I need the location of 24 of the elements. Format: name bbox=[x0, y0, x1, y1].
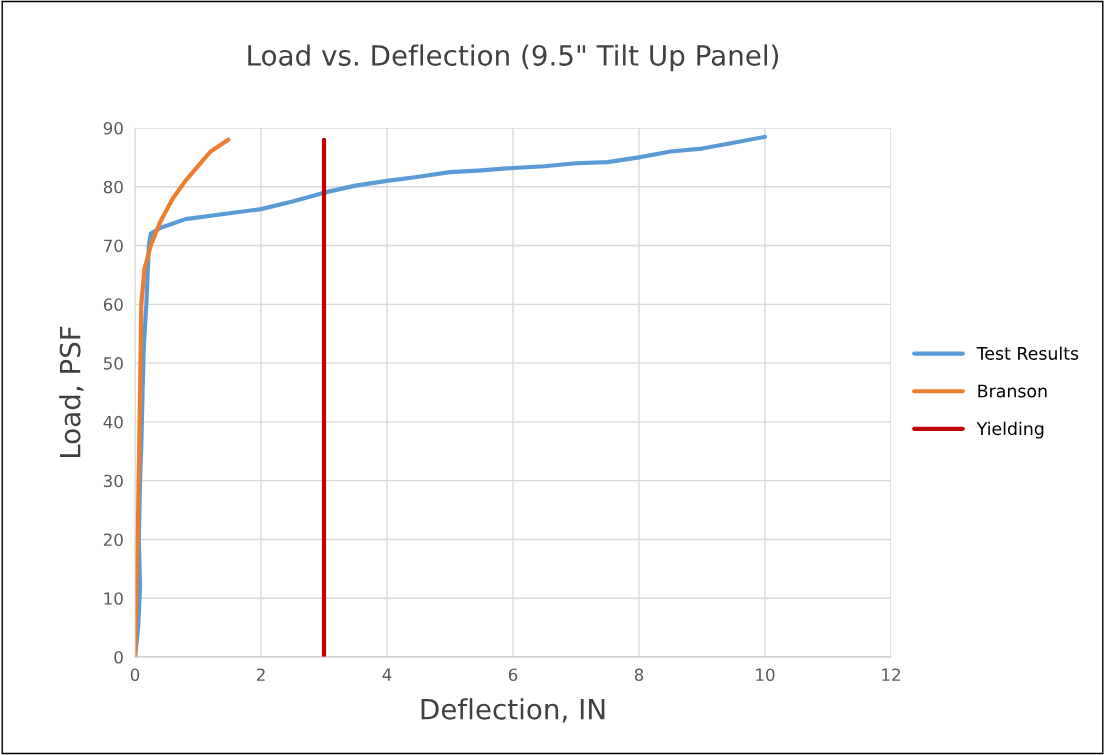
y-tick-label: 50 bbox=[103, 357, 123, 370]
y-tick-label: 40 bbox=[103, 415, 123, 429]
x-tick-label: 8 bbox=[634, 668, 644, 682]
legend-label: Yielding bbox=[976, 421, 1044, 439]
legend-label: Branson bbox=[978, 384, 1047, 398]
y-tick-label: 80 bbox=[103, 180, 123, 194]
legend-label: Test Results bbox=[976, 346, 1079, 360]
x-tick-label: 10 bbox=[756, 668, 775, 682]
y-axis-title: Load, PSF bbox=[59, 326, 84, 458]
chart-title: Load vs. Deflection (9.5" Tilt Up Panel) bbox=[248, 44, 779, 72]
y-tick-label: 20 bbox=[103, 533, 123, 547]
y-tick-label: 90 bbox=[103, 121, 123, 135]
y-tick-label: 70 bbox=[104, 239, 123, 253]
x-tick-label: 2 bbox=[256, 668, 265, 681]
x-axis-title: Deflection, IN bbox=[421, 698, 605, 723]
x-tick-label: 6 bbox=[508, 668, 518, 682]
y-tick-label: 10 bbox=[104, 592, 123, 605]
x-tick-label: 0 bbox=[130, 668, 140, 682]
x-tick-label: 4 bbox=[382, 668, 392, 681]
y-tick-label: 30 bbox=[103, 474, 123, 488]
y-tick-label: 0 bbox=[114, 650, 123, 664]
x-tick-label: 12 bbox=[882, 668, 900, 681]
y-tick-label: 60 bbox=[103, 298, 123, 311]
line-series bbox=[135, 137, 231, 657]
